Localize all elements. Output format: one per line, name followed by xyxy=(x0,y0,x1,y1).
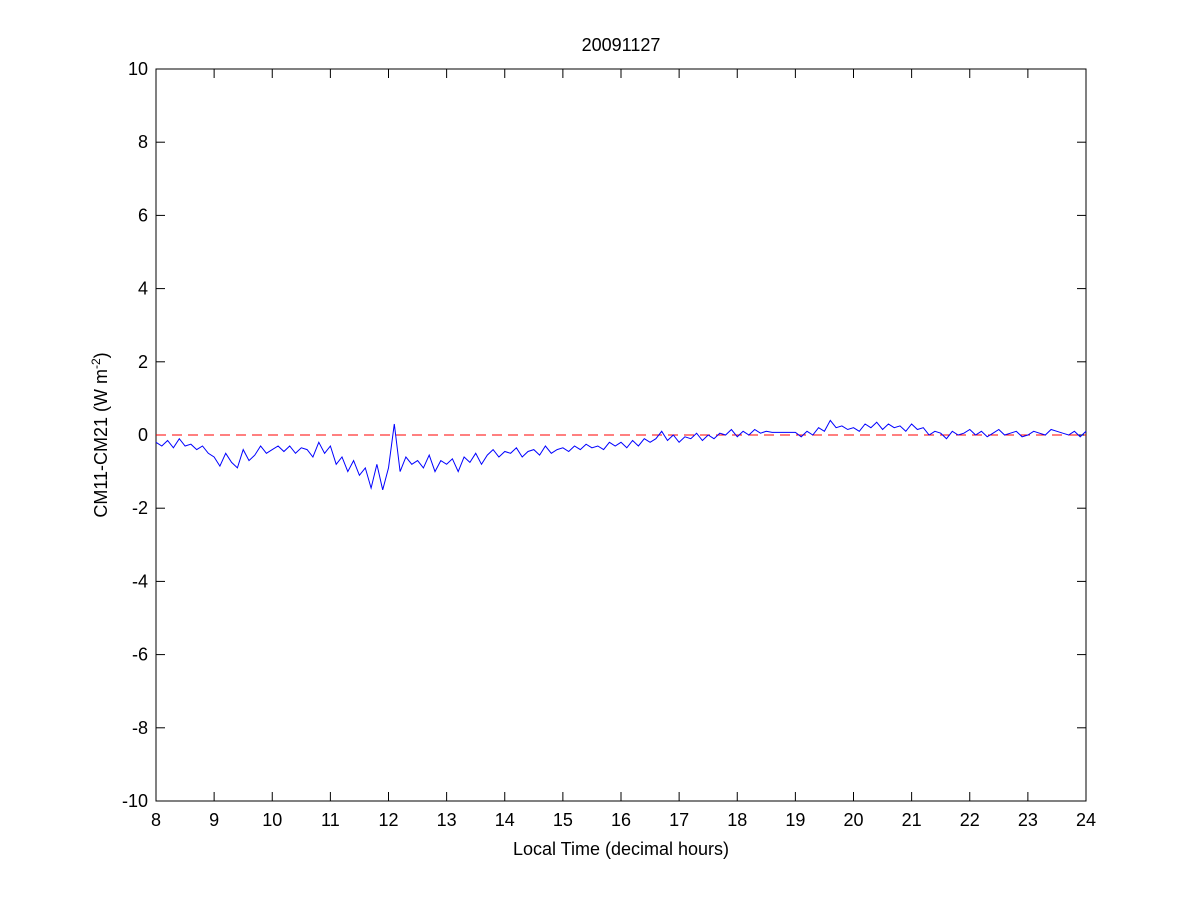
x-tick-label: 21 xyxy=(902,810,922,830)
x-axis-label: Local Time (decimal hours) xyxy=(513,839,729,859)
x-tick-label: 18 xyxy=(727,810,747,830)
x-tick-label: 11 xyxy=(321,810,340,830)
x-tick-label: 14 xyxy=(495,810,515,830)
x-tick-label: 16 xyxy=(611,810,631,830)
x-tick-label: 24 xyxy=(1076,810,1096,830)
y-tick-label: -2 xyxy=(132,498,148,518)
chart-title: 20091127 xyxy=(582,35,661,55)
y-tick-label: 10 xyxy=(128,59,148,79)
y-tick-label: -8 xyxy=(132,718,148,738)
y-tick-label: 6 xyxy=(138,205,148,225)
series-line xyxy=(155,419,1087,491)
x-tick-label: 13 xyxy=(437,810,457,830)
y-tick-label: -4 xyxy=(132,571,148,591)
x-tick-label: 20 xyxy=(843,810,863,830)
y-tick-label: 8 xyxy=(138,132,148,152)
y-tick-label: -10 xyxy=(122,791,148,811)
y-tick-label: 2 xyxy=(138,352,148,372)
x-tick-label: 22 xyxy=(960,810,980,830)
x-tick-label: 9 xyxy=(209,810,219,830)
y-tick-label: 4 xyxy=(138,279,148,299)
x-tick-label: 19 xyxy=(785,810,805,830)
y-tick-label: 0 xyxy=(138,425,148,445)
x-tick-label: 8 xyxy=(151,810,161,830)
x-tick-label: 17 xyxy=(669,810,689,830)
x-tick-label: 12 xyxy=(378,810,398,830)
x-tick-label: 10 xyxy=(262,810,282,830)
x-tick-label: 23 xyxy=(1018,810,1038,830)
y-axis-label: CM11-CM21 (W m-2) xyxy=(89,352,111,517)
x-tick-label: 15 xyxy=(553,810,573,830)
y-tick-label: -6 xyxy=(132,645,148,665)
